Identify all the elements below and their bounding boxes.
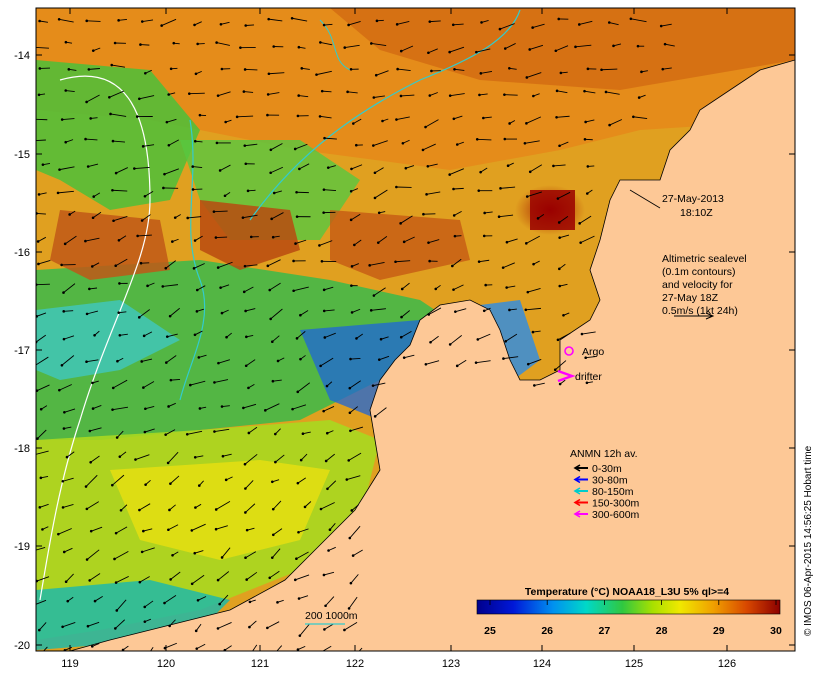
latitude-axis: -14 -15 -16 -17 -18 -19 -20 <box>14 50 795 652</box>
plot-area <box>36 8 795 651</box>
altimetry-annotation: Altimetric sealevel (0.1m contours) and … <box>662 253 747 320</box>
anmn-item-label: 0-30m <box>592 463 622 475</box>
y-tick-label: -18 <box>14 443 30 455</box>
x-tick-label: 122 <box>346 658 364 670</box>
map-frame <box>35 7 796 652</box>
y-tick-label: -19 <box>14 541 30 553</box>
colorbar-gradient <box>476 599 781 615</box>
anmn-title: ANMN 12h av. <box>570 448 638 460</box>
y-tick-label: -15 <box>14 149 30 161</box>
colorbar-tick-label: 25 <box>484 625 496 637</box>
y-tick-label: -20 <box>14 640 30 652</box>
x-tick-label: 126 <box>718 658 736 670</box>
anmn-item-label: 30-80m <box>592 475 628 487</box>
x-tick-label: 120 <box>157 658 175 670</box>
x-tick-label: 121 <box>251 658 269 670</box>
anmn-item-label: 150-300m <box>592 498 640 510</box>
credit-text: © IMOS 06-Apr-2015 14:56:25 Hobart time <box>803 445 814 636</box>
altimetry-line-4: 27-May 18Z <box>662 292 719 304</box>
colorbar-tick-label: 26 <box>541 625 553 637</box>
isobath-label: 200 1000m <box>305 610 358 622</box>
y-tick-label: -14 <box>14 50 30 62</box>
altimetry-line-5: 0.5m/s (1kt 24h) <box>662 305 738 317</box>
x-tick-label: 124 <box>533 658 551 670</box>
colorbar-tick-label: 30 <box>770 625 782 637</box>
time-label: 18:10Z <box>680 207 713 219</box>
land-mass <box>69 8 795 651</box>
drifter-marker <box>557 369 576 383</box>
anmn-item-label: 300-600m <box>592 509 640 521</box>
colorbar-title: Temperature (°C) NOAA18_L3U 5% ql>=4 <box>525 586 729 598</box>
argo-label: Argo <box>582 346 604 358</box>
colorbar-tick-label: 29 <box>713 625 725 637</box>
longitude-axis: 119 120 121 122 123 124 125 126 <box>61 8 736 670</box>
velocity-arrows <box>36 16 675 651</box>
argo-marker <box>564 346 574 356</box>
drifter-label: drifter <box>575 371 602 383</box>
colorbar-tick-label: 28 <box>656 625 668 637</box>
colorbar-tick-label: 27 <box>599 625 611 637</box>
altimetry-line-1: Altimetric sealevel <box>662 253 747 265</box>
y-tick-label: -16 <box>14 247 30 259</box>
y-tick-label: -17 <box>14 345 30 357</box>
colorbar: Temperature (°C) NOAA18_L3U 5% ql>=4 25 2… <box>476 586 782 637</box>
x-tick-label: 119 <box>61 658 79 670</box>
altimetry-line-3: and velocity for <box>662 279 733 291</box>
anmn-item-label: 80-150m <box>592 486 634 498</box>
date-label: 27-May-2013 <box>662 193 724 205</box>
x-tick-label: 125 <box>625 658 643 670</box>
anmn-legend: ANMN 12h av. 0-30m30-80m80-150m150-300m3… <box>570 448 640 521</box>
x-tick-label: 123 <box>442 658 460 670</box>
altimetry-line-2: (0.1m contours) <box>662 266 736 278</box>
